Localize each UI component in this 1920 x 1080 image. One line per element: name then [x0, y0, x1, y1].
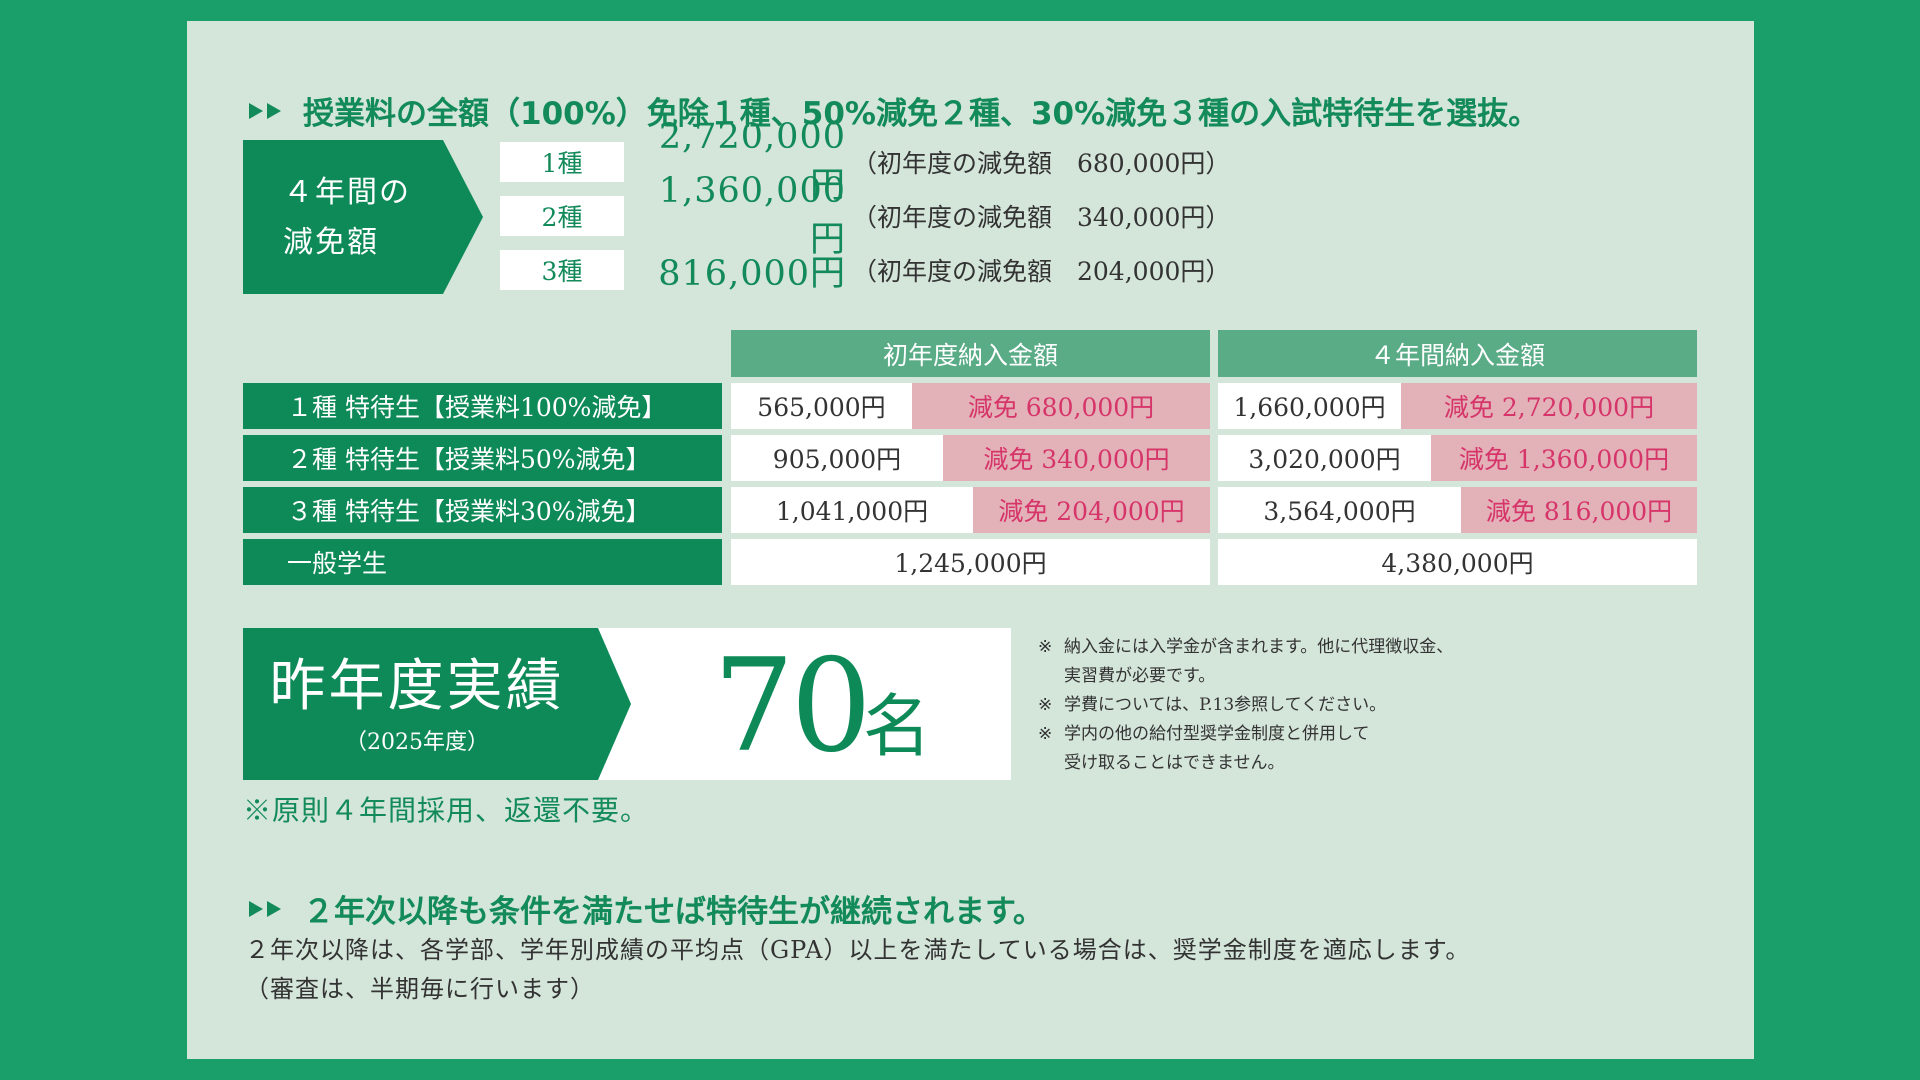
table-row-general: 一般学生 1,245,000円 4,380,000円 [243, 539, 1697, 585]
heading-text: ２年次以降も条件を満たせば特待生が継続されます。 [303, 894, 1044, 930]
continuation-description: ２年次以降は、各学部、学年別成績の平均点（GPA）以上を満たしている場合は、奨学… [245, 931, 1470, 1009]
footnote: ※ 学内の他の給付型奨学金制度と併用して 受け取ることはできません。 [1038, 720, 1453, 778]
footnote-line: 納入金には入学金が含まれます。他に代理徴収金、 [1064, 637, 1454, 657]
footnote-line: 受け取ることはできません。 [1064, 753, 1285, 773]
kind-badge: 1種 [500, 142, 624, 182]
discount-cell: 減免 1,360,000円 [1431, 435, 1697, 481]
table-header: 初年度納入金額 ４年間納入金額 [731, 330, 1697, 377]
discount-cell: 減免 204,000円 [973, 487, 1210, 533]
payment-cell: 1,660,000円 [1218, 383, 1401, 429]
discount-cell: 減免 816,000円 [1461, 487, 1697, 533]
reduction-row: 1種 2,720,000円 （初年度の減免額 680,000円） [500, 117, 1231, 206]
reduction-row: 3種 816,000円 （初年度の減免額 204,000円） [500, 250, 1231, 294]
footnote: ※ 納入金には入学金が含まれます。他に代理徴収金、 実習費が必要です。 [1038, 633, 1453, 691]
footnote-line: 学内の他の給付型奨学金制度と併用して [1064, 724, 1370, 744]
payment-cell: 905,000円 [731, 435, 943, 481]
heading-text: 授業料の全額（100%）免除１種、50%減免２種、30%減免３種の入試特待生を選… [303, 96, 1540, 132]
four-year-cells: 1,660,000円 減免 2,720,000円 [1218, 383, 1697, 429]
footnote-line: 実習費が必要です。 [1064, 666, 1216, 686]
note-mark: ※ [1038, 695, 1053, 715]
row-label: １種 特待生【授業料100%減免】 [243, 383, 722, 429]
last-year-result: 昨年度実績 （2025年度） 70 名 [243, 628, 1011, 781]
reduction-amount: 2,720,000円 [658, 116, 846, 206]
payment-cell: 3,020,000円 [1218, 435, 1431, 481]
four-year-reduction-label: ４年間の 減免額 [243, 140, 483, 294]
col-four-year: ４年間納入金額 [1218, 330, 1697, 377]
rule-note: ※原則４年間採用、返還不要。 [243, 794, 650, 827]
footnote-line: 学費については、P.13参照してください。 [1064, 695, 1387, 715]
note-mark: ※ [1038, 724, 1053, 744]
row-label: ３種 特待生【授業料30%減免】 [243, 487, 722, 533]
description-line: （審査は、半期毎に行います） [245, 975, 595, 1003]
payment-cell: 1,041,000円 [731, 487, 973, 533]
table-row: ３種 特待生【授業料30%減免】 1,041,000円 減免 204,000円 … [243, 487, 1697, 533]
heading-continuation: ２年次以降も条件を満たせば特待生が継続されます。 [249, 886, 1044, 931]
first-year-note: （初年度の減免額 204,000円） [852, 257, 1231, 286]
discount-cell: 減免 680,000円 [912, 383, 1210, 429]
reduction-list: 1種 2,720,000円 （初年度の減免額 680,000円） 2種 1,36… [500, 117, 1231, 304]
heading-scholarship-types: 授業料の全額（100%）免除１種、50%減免２種、30%減免３種の入試特待生を選… [249, 88, 1539, 133]
double-arrow-icon [249, 900, 285, 917]
first-year-cells: 565,000円 減免 680,000円 [731, 383, 1210, 429]
result-label: 昨年度実績 （2025年度） [243, 628, 631, 780]
row-label: ２種 特待生【授業料50%減免】 [243, 435, 722, 481]
four-year-cells: 3,564,000円 減免 816,000円 [1218, 487, 1697, 533]
table-row: ２種 特待生【授業料50%減免】 905,000円 減免 340,000円 3,… [243, 435, 1697, 481]
discount-cell: 減免 2,720,000円 [1401, 383, 1697, 429]
scholarship-panel: 授業料の全額（100%）免除１種、50%減免２種、30%減免３種の入試特待生を選… [187, 21, 1754, 1059]
four-year-cells: 4,380,000円 [1218, 539, 1697, 585]
reduction-row: 2種 1,360,000円 （初年度の減免額 340,000円） [500, 171, 1231, 260]
footnote: ※ 学費については、P.13参照してください。 [1038, 691, 1453, 720]
kind-badge: 3種 [500, 250, 624, 290]
first-year-note: （初年度の減免額 340,000円） [852, 203, 1231, 232]
result-title: 昨年度実績 [269, 654, 565, 719]
four-year-cells: 3,020,000円 減免 1,360,000円 [1218, 435, 1697, 481]
description-line: ２年次以降は、各学部、学年別成績の平均点（GPA）以上を満たしている場合は、奨学… [245, 936, 1471, 964]
first-year-note: （初年度の減免額 680,000円） [852, 149, 1231, 178]
payment-cell: 4,380,000円 [1218, 539, 1697, 585]
reduction-amount: 816,000円 [658, 253, 846, 294]
result-unit: 名 [863, 688, 932, 767]
footnotes: ※ 納入金には入学金が含まれます。他に代理徴収金、 実習費が必要です。 ※ 学費… [1038, 633, 1453, 778]
note-mark: ※ [1038, 637, 1053, 657]
first-year-cells: 1,245,000円 [731, 539, 1210, 585]
discount-cell: 減免 340,000円 [943, 435, 1210, 481]
row-label: 一般学生 [243, 539, 722, 585]
label-line-1: ４年間の [283, 175, 411, 210]
result-year: （2025年度） [345, 730, 489, 755]
first-year-cells: 1,041,000円 減免 204,000円 [731, 487, 1210, 533]
double-arrow-icon [249, 102, 285, 119]
result-number: 70 [713, 632, 872, 781]
col-first-year: 初年度納入金額 [731, 330, 1210, 377]
payment-cell: 3,564,000円 [1218, 487, 1461, 533]
first-year-cells: 905,000円 減免 340,000円 [731, 435, 1210, 481]
payment-cell: 565,000円 [731, 383, 912, 429]
label-line-2: 減免額 [283, 225, 379, 260]
payment-table: 初年度納入金額 ４年間納入金額 １種 特待生【授業料100%減免】 565,00… [243, 330, 1697, 591]
reduction-amount: 1,360,000円 [658, 170, 846, 260]
table-row: １種 特待生【授業料100%減免】 565,000円 減免 680,000円 1… [243, 383, 1697, 429]
payment-cell: 1,245,000円 [731, 539, 1210, 585]
kind-badge: 2種 [500, 196, 624, 236]
